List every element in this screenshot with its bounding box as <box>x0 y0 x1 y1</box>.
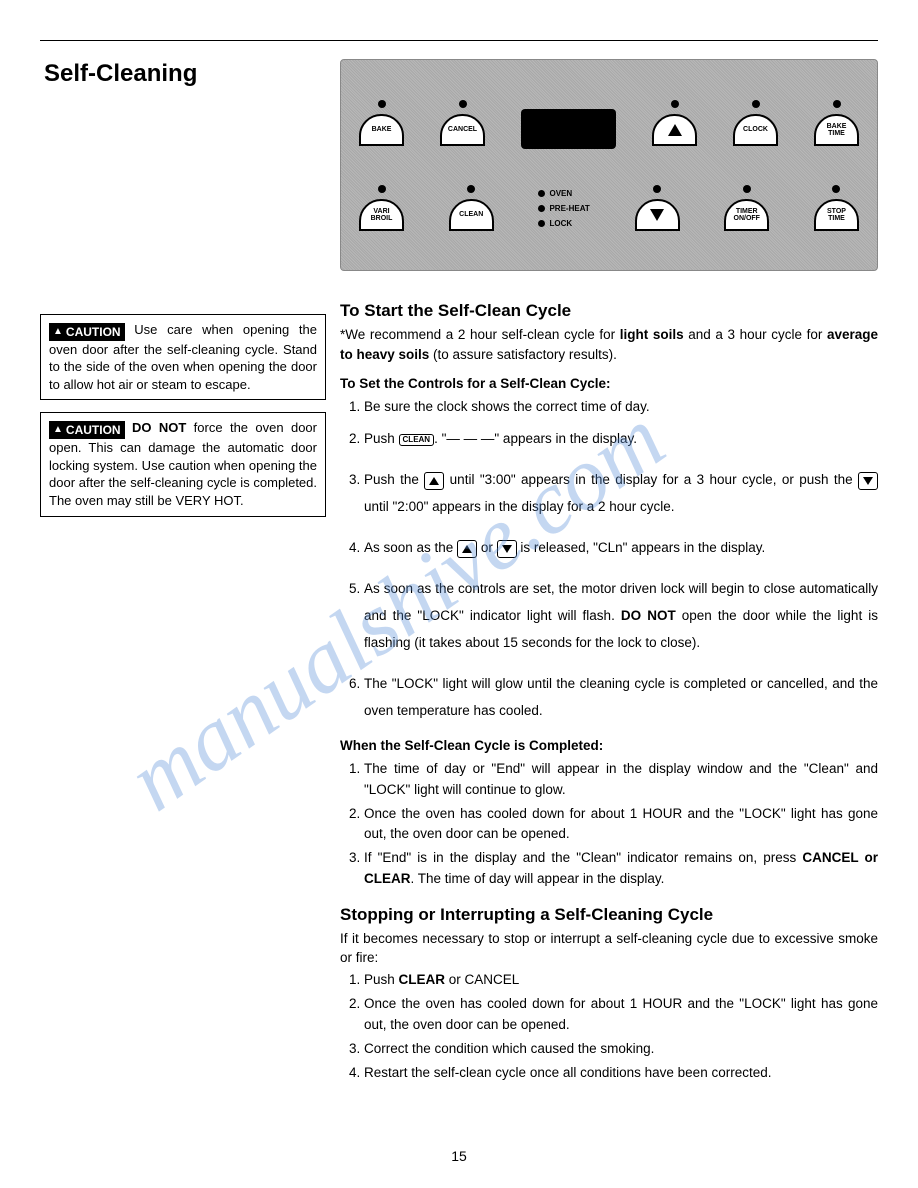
start-heading: To Start the Self-Clean Cycle <box>340 301 878 321</box>
caution-label-2: CAUTION <box>49 421 125 439</box>
completed-list: The time of day or "End" will appear in … <box>340 759 878 889</box>
caution-label-1: CAUTION <box>49 323 125 341</box>
set-controls-heading: To Set the Controls for a Self-Clean Cyc… <box>340 376 878 391</box>
stop-intro: If it becomes necessary to stop or inter… <box>340 929 878 968</box>
indicator-lights: OVEN PRE-HEAT LOCK <box>538 189 589 228</box>
stop-list: Push CLEAR or CANCEL Once the oven has c… <box>340 970 878 1083</box>
down-arrow-icon <box>497 540 517 558</box>
start-intro: *We recommend a 2 hour self-clean cycle … <box>340 325 878 364</box>
clock-button: CLOCK <box>733 100 778 146</box>
step-3: Push the until "3:00" appears in the dis… <box>364 466 878 520</box>
bake-button: BAKE <box>359 100 404 146</box>
display-screen <box>521 109 616 149</box>
step-4: As soon as the or is released, "CLn" app… <box>364 534 878 561</box>
bake-time-button: BAKE TIME <box>814 100 859 146</box>
cancel-button: CANCEL <box>440 100 485 146</box>
caution-box-1: CAUTION Use care when opening the oven d… <box>40 314 326 400</box>
caution-box-2: CAUTION DO NOT force the oven door open.… <box>40 412 326 516</box>
completed-heading: When the Self-Clean Cycle is Completed: <box>340 738 878 753</box>
step-2: Push CLEAN. "— — —" appears in the displ… <box>364 425 878 452</box>
right-column: BAKE CANCEL CLOCK BAKE TIME VARI BROIL C… <box>340 59 878 1097</box>
up-arrow-icon <box>457 540 477 558</box>
panel-row-1: BAKE CANCEL CLOCK BAKE TIME <box>359 80 859 165</box>
left-column: CAUTION Use care when opening the oven d… <box>40 59 326 1097</box>
page-title: Self-Cleaning <box>44 60 197 88</box>
stop-1: Push CLEAR or CANCEL <box>364 970 878 990</box>
vari-broil-button: VARI BROIL <box>359 185 404 231</box>
timer-button: TIMER ON/OFF <box>724 185 769 231</box>
down-arrow-icon <box>858 472 878 490</box>
clean-inline-icon: CLEAN <box>399 434 435 446</box>
set-controls-list: Be sure the clock shows the correct time… <box>340 397 878 724</box>
control-panel-diagram: BAKE CANCEL CLOCK BAKE TIME VARI BROIL C… <box>340 59 878 271</box>
caution-bold-2: DO NOT <box>132 420 186 435</box>
content-columns: CAUTION Use care when opening the oven d… <box>40 59 878 1097</box>
step-5: As soon as the controls are set, the mot… <box>364 575 878 656</box>
clean-button: CLEAN <box>449 185 494 231</box>
stop-2: Once the oven has cooled down for about … <box>364 994 878 1035</box>
panel-row-2: VARI BROIL CLEAN OVEN PRE-HEAT LOCK TIME… <box>359 165 859 250</box>
stop-time-button: STOP TIME <box>814 185 859 231</box>
stop-heading: Stopping or Interrupting a Self-Cleaning… <box>340 905 878 925</box>
completed-3: If "End" is in the display and the "Clea… <box>364 848 878 889</box>
up-arrow-icon <box>424 472 444 490</box>
step-1: Be sure the clock shows the correct time… <box>364 397 878 417</box>
down-button <box>635 185 680 231</box>
completed-1: The time of day or "End" will appear in … <box>364 759 878 800</box>
up-button <box>652 100 697 146</box>
stop-3: Correct the condition which caused the s… <box>364 1039 878 1059</box>
stop-4: Restart the self-clean cycle once all co… <box>364 1063 878 1083</box>
step-6: The "LOCK" light will glow until the cle… <box>364 670 878 724</box>
top-rule <box>40 40 878 41</box>
page-number: 15 <box>0 1148 918 1164</box>
completed-2: Once the oven has cooled down for about … <box>364 804 878 845</box>
